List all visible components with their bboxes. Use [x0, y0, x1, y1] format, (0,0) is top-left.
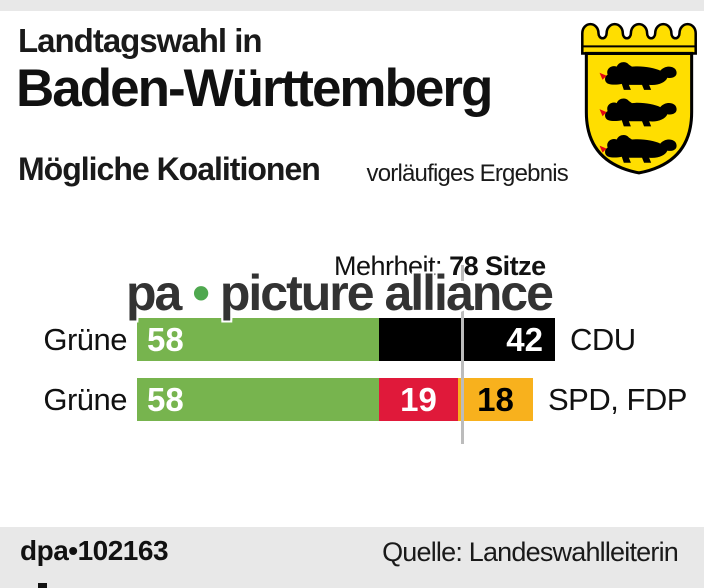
row-label-right: SPD, FDP [548, 382, 687, 417]
coalition-chart: Mehrheit: 78 Sitze Grüne 58 42 CDU Grüne 58 19… [0, 240, 704, 460]
row-label-left: Grüne [43, 322, 127, 357]
source-note: Quelle: Landeswahlleiterin [382, 537, 679, 567]
watermark-dot-icon: • [192, 265, 209, 321]
bar-segment-spd: 19 [379, 378, 458, 421]
top-gray-bar [0, 0, 704, 11]
kicker-text: Landtagswahl in [18, 22, 263, 59]
status-note: vorläufiges Ergebnis [366, 160, 569, 187]
watermark-pa: pa [126, 265, 182, 321]
bar-row: Grüne 58 42 CDU [0, 318, 704, 361]
bar-row: Grüne 58 19 18 SPD, FDP [0, 378, 704, 421]
majority-line [461, 265, 464, 444]
bar-segment-grne: 58 [137, 378, 379, 421]
majority-label-value: 78 Sitze [449, 251, 546, 281]
page-title: Baden-Württemberg [16, 59, 493, 118]
row-label-right: CDU [570, 322, 636, 357]
bar-segment-cdu: 42 [379, 318, 555, 361]
row-label-left: Grüne [43, 382, 127, 417]
watermark-picture-alliance-text: picture alliance [219, 265, 554, 321]
majority-label-prefix: Mehrheit: [334, 251, 443, 281]
majority-label: Mehrheit: 78 Sitze [334, 251, 546, 282]
bar-segment-grne: 58 [137, 318, 379, 361]
chart-subtitle: Mögliche Koalitionen [18, 151, 321, 187]
coat-of-arms-icon [581, 22, 697, 175]
dpa-credit: dpa•102163 [20, 535, 169, 566]
bar-segment-fdp: 18 [458, 378, 533, 421]
watermark-picture-alliance: pa • picture alliance [126, 264, 554, 322]
footer-bar: dpa•102163 Quelle: Landeswahlleiterin [0, 527, 704, 588]
cutoff-text-fragment [38, 583, 47, 588]
bar-segments: 58 19 18 [137, 378, 533, 421]
bar-segments: 58 42 [137, 318, 555, 361]
